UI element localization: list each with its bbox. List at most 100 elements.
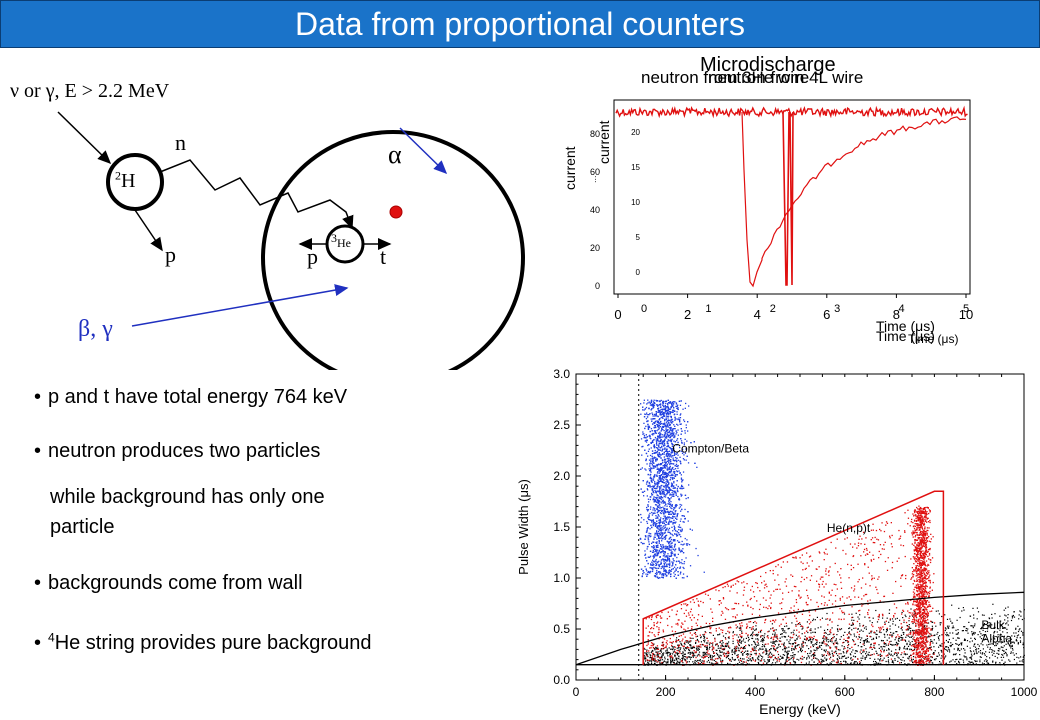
scatter-point-alpha [755, 628, 757, 630]
scatter-point-alpha [859, 625, 861, 627]
scatter-point-alpha [950, 660, 952, 662]
scatter-point-hnpt [799, 557, 801, 559]
scatter-point-alpha [884, 621, 886, 623]
scatter-point-compton [644, 468, 646, 470]
scatter-point-alpha [995, 662, 997, 664]
scatter-point-hnpt [702, 662, 704, 664]
scatter-point-alpha [994, 641, 996, 643]
scatter-point-alpha [670, 656, 672, 658]
scatter-point-hnpt [920, 595, 923, 597]
scatter-point-hnpt [917, 623, 919, 625]
scatter-point-compton [652, 509, 654, 511]
scatter-point-hnpt [792, 556, 794, 559]
scatter-point-hnpt [682, 633, 685, 635]
scatter-point-alpha [972, 627, 974, 629]
scatter-point-hnpt [695, 651, 697, 653]
scatter-point-alpha [708, 657, 710, 659]
scatter-point-hnpt [920, 614, 922, 616]
scatter-point-hnpt [882, 615, 884, 617]
scatter-point-hnpt [796, 620, 798, 622]
scatter-point-alpha [649, 654, 651, 656]
scatter-point-hnpt [923, 624, 925, 626]
scatter-point-alpha [666, 649, 668, 651]
scatter-point-alpha [989, 643, 991, 645]
scatter-point-hnpt [914, 542, 916, 544]
scatter-point-hnpt [921, 587, 923, 589]
scatter-point-hnpt [723, 647, 726, 650]
scatter-point-compton [682, 573, 685, 575]
scatter-point-alpha [892, 620, 894, 622]
scatter-point-alpha [855, 661, 857, 663]
scatter-point-hnpt [916, 547, 919, 549]
scatter-point-alpha [733, 651, 735, 653]
scatter-point-alpha [997, 641, 999, 643]
scatter-point-alpha [945, 655, 947, 657]
scatter-point-alpha [852, 639, 854, 641]
scatter-point-alpha [717, 634, 719, 636]
scatter-point-hnpt [923, 541, 925, 543]
scatter-point-alpha [875, 637, 878, 639]
scatter-point-hnpt [919, 560, 921, 562]
scatter-point-hnpt [756, 582, 758, 585]
scatter-point-hnpt [858, 633, 860, 636]
scatter-point-hnpt [868, 616, 871, 619]
scatter-point-alpha [647, 656, 649, 658]
scatter-point-alpha [834, 640, 836, 642]
scatter-point-hnpt [908, 617, 910, 619]
scatter-point-alpha [906, 647, 908, 649]
scatter-point-hnpt [651, 642, 654, 645]
scatter-point-compton [663, 509, 666, 511]
scatter-point-alpha [813, 656, 815, 658]
scatter-point-hnpt [917, 524, 919, 526]
scatter-point-alpha [702, 651, 704, 653]
scatter-point-hnpt [923, 629, 925, 631]
scatter-point-alpha [676, 652, 679, 654]
scatter-point-hnpt [680, 634, 682, 637]
scatter-point-alpha [688, 649, 690, 651]
scatter-point-hnpt [903, 651, 905, 653]
scatter-point-alpha [692, 653, 695, 655]
scatter-point-alpha [1012, 652, 1014, 654]
scatter-point-hnpt [923, 615, 925, 617]
scatter-point-alpha [887, 656, 889, 658]
scatter-point-alpha [1000, 638, 1002, 640]
scatter-point-alpha [812, 644, 814, 646]
scatter-point-hnpt [656, 622, 658, 624]
bullet-1: • p and t have total energy 764 keV [34, 386, 348, 408]
scatter-point-hnpt [724, 607, 727, 609]
scatter-point-hnpt [790, 574, 792, 576]
scatter-point-hnpt [770, 594, 772, 596]
scatter-point-hnpt [918, 538, 920, 540]
scatter-point-hnpt [925, 548, 927, 550]
scatter-point-alpha [719, 641, 721, 644]
scatter-point-hnpt [662, 629, 664, 631]
scatter-point-alpha [980, 643, 982, 645]
scatter-point-alpha [972, 662, 974, 664]
scatter-point-alpha [672, 653, 674, 655]
scatter-point-alpha [1010, 642, 1012, 644]
scatter-point-hnpt [921, 527, 923, 529]
scatter-point-alpha [977, 611, 980, 613]
scatter-point-hnpt [870, 560, 873, 562]
scatter-point-alpha [644, 658, 646, 660]
scatter-point-alpha [1005, 638, 1007, 640]
scatter-point-alpha [717, 645, 719, 647]
scatter-point-hnpt [919, 539, 921, 541]
scatter-point-hnpt [924, 512, 926, 514]
alpha-arrow [399, 127, 448, 175]
scatter-point-hnpt [795, 625, 797, 627]
scatter-point-alpha [721, 645, 723, 647]
scatter-point-alpha [945, 628, 947, 630]
scatter-point-alpha [902, 617, 904, 619]
scatter-point-hnpt [917, 619, 919, 622]
scatter-point-alpha [967, 663, 969, 665]
scatter-point-hnpt [915, 519, 918, 522]
scatter-point-hnpt [915, 619, 917, 621]
scatter-point-alpha [801, 649, 803, 651]
scatter-point-hnpt [868, 572, 870, 574]
scatter-point-hnpt [914, 560, 917, 562]
scatter-point-alpha [725, 653, 727, 655]
scatter-point-alpha [993, 627, 995, 629]
scatter-point-compton [675, 402, 678, 404]
